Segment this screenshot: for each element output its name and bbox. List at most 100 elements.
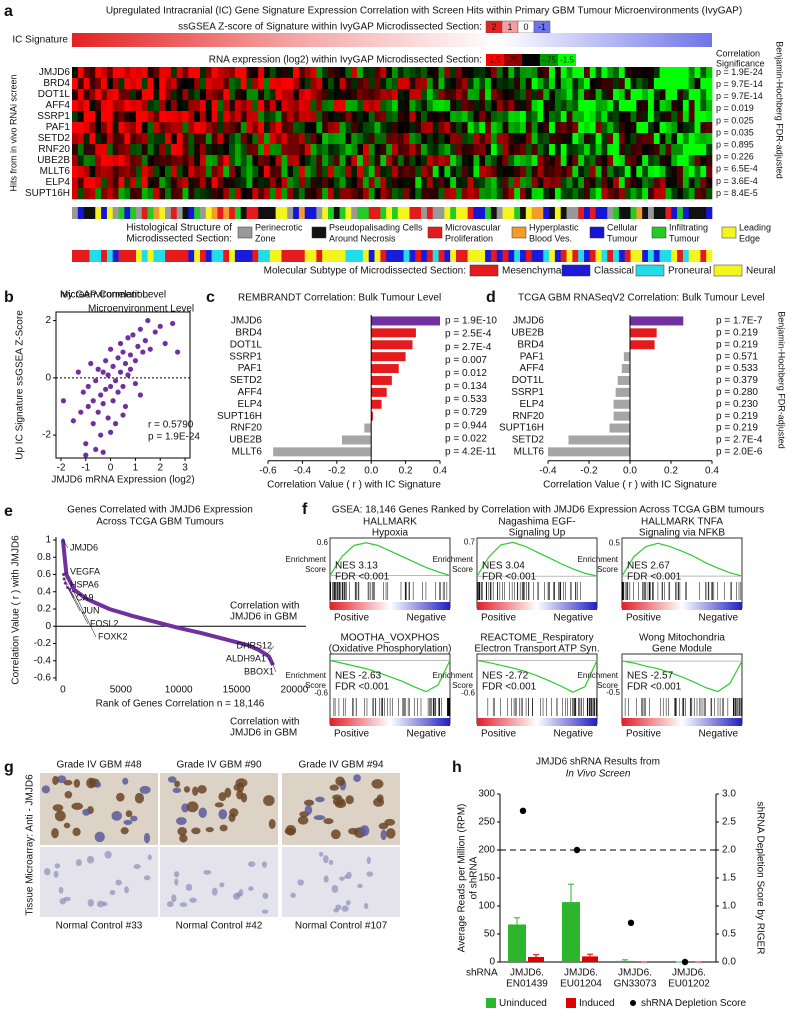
heatmap-cell bbox=[182, 78, 189, 90]
point bbox=[130, 332, 136, 338]
heatmap-cell bbox=[467, 67, 474, 79]
histology-cell bbox=[438, 207, 445, 219]
point bbox=[142, 338, 148, 344]
subtype-cell bbox=[333, 250, 340, 262]
heatmap-cell bbox=[194, 177, 201, 189]
heatmap-cell bbox=[83, 89, 90, 101]
y-tick-label: 300 bbox=[478, 789, 495, 800]
heatmap-cell bbox=[479, 122, 486, 134]
rank-gradient bbox=[477, 602, 597, 610]
histology-cell bbox=[485, 207, 492, 219]
heatmap-cell bbox=[549, 188, 556, 200]
heatmap-cell bbox=[426, 122, 434, 134]
heatmap-cell bbox=[549, 177, 556, 189]
legend-label: Perinecrotic bbox=[255, 222, 303, 232]
heatmap-cell bbox=[322, 166, 329, 178]
heatmap-cell bbox=[485, 111, 492, 123]
heatmap-cell bbox=[101, 188, 108, 200]
heatmap-cell bbox=[426, 155, 434, 167]
gene-label: SSRP1 bbox=[37, 111, 70, 122]
heatmap-cell bbox=[275, 89, 282, 101]
heatmap-cell bbox=[554, 89, 562, 101]
annotation: FOXK2 bbox=[98, 631, 128, 641]
heatmap-cell bbox=[566, 122, 573, 134]
heatmap-cell bbox=[351, 144, 358, 156]
histology-cell bbox=[386, 207, 393, 219]
point bbox=[127, 352, 134, 358]
heatmap-cell bbox=[409, 155, 416, 167]
heatmap-cell bbox=[636, 188, 643, 200]
heatmap-cell bbox=[368, 177, 375, 189]
heatmap-cell bbox=[339, 177, 346, 189]
negative-label: Negative bbox=[407, 613, 447, 624]
heatmap-cell bbox=[246, 188, 253, 200]
heatmap-cell bbox=[432, 111, 439, 123]
heatmap-cell bbox=[304, 122, 311, 134]
error-bar bbox=[622, 959, 628, 961]
heatmap-cell bbox=[415, 177, 422, 189]
heatmap-cell bbox=[502, 144, 509, 156]
subtype-cell bbox=[211, 250, 218, 262]
y-tick-label: 0 bbox=[489, 957, 495, 968]
heatmap-cell bbox=[706, 188, 713, 200]
nucleus bbox=[332, 797, 345, 806]
subtype-cell bbox=[560, 250, 567, 262]
scale-label: .75 bbox=[507, 56, 519, 65]
heatmap-cell bbox=[357, 67, 364, 79]
heatmap-cell bbox=[112, 133, 119, 145]
y-tick-label: 250 bbox=[478, 817, 495, 828]
scale-title: RNA expression (log2) within IvyGAP Micr… bbox=[209, 55, 482, 66]
fdr: FDR <0.001 bbox=[482, 572, 537, 583]
heatmap-cell bbox=[322, 133, 329, 145]
heatmap-cell bbox=[229, 122, 236, 134]
histology-cell bbox=[578, 207, 585, 219]
heatmap-cell bbox=[467, 122, 474, 134]
heatmap-cell bbox=[89, 78, 96, 90]
subtype-cell bbox=[450, 250, 457, 262]
heatmap-cell bbox=[636, 67, 643, 79]
p-value: p = 0.025 bbox=[716, 115, 754, 125]
subtype-cell bbox=[118, 250, 125, 262]
nes: NES 2.67 bbox=[627, 561, 670, 572]
heatmap-cell bbox=[421, 144, 428, 156]
heatmap-cell bbox=[316, 67, 323, 79]
nes: NES -2.63 bbox=[335, 671, 382, 682]
heatmap-cell bbox=[287, 89, 294, 101]
point bbox=[110, 398, 116, 404]
x-tick-label: -1 bbox=[81, 463, 90, 474]
heatmap-cell bbox=[118, 89, 125, 101]
heatmap-cell bbox=[147, 166, 154, 178]
point bbox=[90, 421, 96, 427]
heatmap-cell bbox=[648, 89, 655, 101]
heatmap-cell bbox=[176, 155, 183, 167]
heatmap-cell bbox=[554, 155, 562, 167]
heatmap-cell bbox=[380, 111, 387, 123]
heatmap-cell bbox=[240, 155, 247, 167]
heatmap-cell bbox=[246, 155, 253, 167]
heatmap-cell bbox=[211, 111, 218, 123]
heatmap-cell bbox=[461, 111, 468, 123]
heatmap-cell bbox=[560, 144, 567, 156]
heatmap-cell bbox=[589, 100, 596, 112]
heatmap-cell bbox=[275, 188, 282, 200]
heatmap-cell bbox=[589, 111, 596, 123]
x-tick-label: EU01202 bbox=[668, 979, 710, 990]
row-label: JMJD6 in GBM bbox=[230, 728, 297, 739]
heatmap-cell bbox=[258, 133, 265, 145]
heatmap-cell bbox=[496, 188, 503, 200]
heatmap-cell bbox=[298, 133, 306, 145]
heatmap-cell bbox=[584, 166, 591, 178]
heatmap-cell bbox=[444, 67, 451, 79]
heatmap-cell bbox=[560, 166, 567, 178]
point bbox=[157, 323, 163, 329]
heatmap-cell bbox=[659, 111, 666, 123]
heatmap-cell bbox=[508, 155, 515, 167]
heatmap-cell bbox=[112, 100, 119, 112]
legend-marker bbox=[566, 998, 576, 1008]
heatmap-cell bbox=[444, 166, 451, 178]
point bbox=[98, 432, 104, 438]
heatmap-cell bbox=[345, 89, 352, 101]
heatmap-cell bbox=[525, 67, 532, 79]
heatmap-cell bbox=[502, 111, 509, 123]
heatmap-cell bbox=[159, 133, 166, 145]
